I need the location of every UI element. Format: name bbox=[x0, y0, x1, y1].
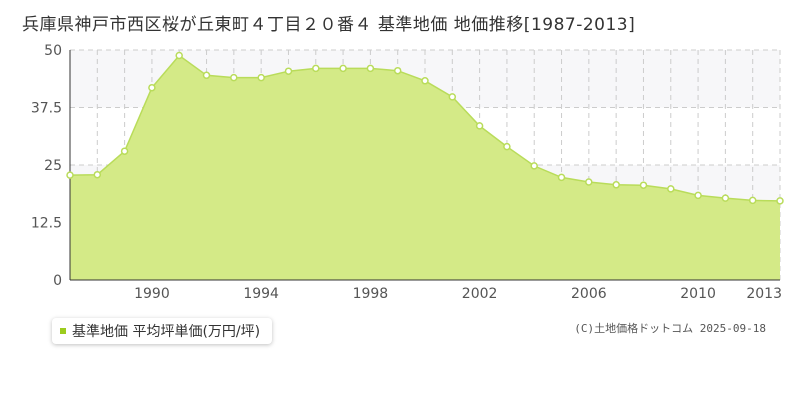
data-point bbox=[557, 173, 566, 182]
copyright-text: (C)土地価格ドットコム 2025-09-18 bbox=[574, 322, 766, 335]
data-point bbox=[202, 71, 211, 80]
data-point bbox=[175, 51, 183, 60]
y-tick-label: 37.5 bbox=[31, 101, 62, 117]
data-point bbox=[612, 181, 620, 189]
data-point bbox=[312, 64, 320, 73]
data-point bbox=[639, 181, 648, 189]
data-point bbox=[776, 197, 784, 205]
data-point bbox=[585, 178, 593, 186]
data-point bbox=[120, 147, 129, 155]
data-point bbox=[530, 162, 538, 170]
data-point bbox=[748, 196, 757, 205]
x-tick-label: 1994 bbox=[243, 286, 279, 302]
data-point bbox=[721, 194, 730, 202]
y-tick-label: 50 bbox=[44, 43, 62, 59]
series-markers bbox=[66, 51, 784, 205]
data-point bbox=[667, 185, 675, 193]
legend-label: 基準地価 平均坪単価(万円/坪) bbox=[72, 324, 261, 340]
data-point bbox=[694, 191, 702, 200]
x-tick-label: 2006 bbox=[571, 286, 607, 302]
x-tick-label: 2013 bbox=[746, 286, 782, 302]
x-tick-label: 2002 bbox=[462, 286, 498, 302]
data-point bbox=[366, 64, 375, 73]
y-tick-label: 0 bbox=[53, 273, 62, 289]
axes bbox=[69, 50, 780, 281]
data-point bbox=[503, 142, 511, 151]
data-point bbox=[448, 93, 457, 101]
data-point bbox=[230, 73, 238, 82]
data-point bbox=[66, 171, 74, 179]
x-tick-label: 1998 bbox=[353, 286, 389, 302]
area-fill bbox=[70, 55, 780, 280]
data-point bbox=[475, 122, 484, 130]
tick-labels: 0 12.5 25 37.5 50 1990 1994 1998 2002 2006 2010 201… bbox=[31, 43, 782, 302]
data-point bbox=[421, 77, 429, 85]
data-point bbox=[393, 66, 402, 75]
x-tick-label: 1990 bbox=[134, 286, 170, 302]
x-tick-label: 2010 bbox=[680, 286, 716, 302]
y-tick-label: 12.5 bbox=[31, 216, 62, 232]
data-point bbox=[284, 67, 293, 75]
data-point bbox=[257, 73, 265, 82]
legend-swatch bbox=[60, 328, 66, 334]
y-tick-label: 25 bbox=[44, 158, 62, 174]
data-point bbox=[339, 64, 347, 73]
legend: 基準地価 平均坪単価(万円/坪) bbox=[52, 318, 273, 344]
data-point bbox=[148, 83, 156, 92]
data-point bbox=[93, 170, 102, 179]
chart-title: 兵庫県神戸市西区桜が丘東町４丁目２０番４ 基準地価 地価推移[1987-2013… bbox=[22, 15, 636, 35]
